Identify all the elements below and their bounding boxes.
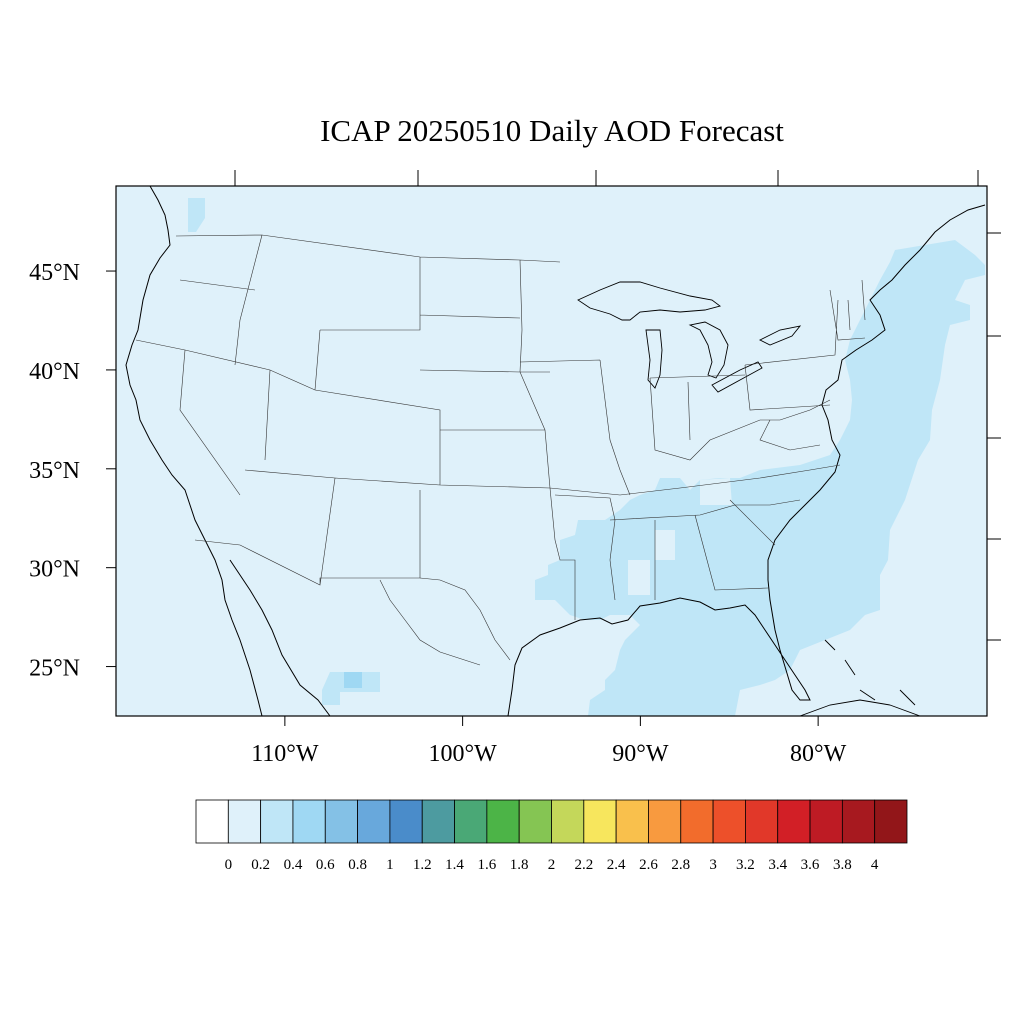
colorbar-swatch — [195, 799, 229, 844]
colorbar-label: 2.4 — [607, 857, 626, 873]
colorbar-swatch — [292, 799, 326, 844]
top-lon-ticks — [234, 170, 979, 186]
colorbar-label: 1.8 — [510, 857, 529, 873]
lon-tick-label: 90°W — [612, 741, 669, 767]
lat-tick-label: 35°N — [29, 458, 80, 484]
colorbar-swatch — [389, 799, 423, 844]
lat-tick-label: 45°N — [29, 260, 80, 286]
colorbar-swatch — [583, 799, 617, 844]
colorbar-label: 0.6 — [316, 857, 335, 873]
colorbar-swatch — [454, 799, 488, 844]
colorbar-label: 0.4 — [284, 857, 303, 873]
colorbar-label: 2.2 — [574, 857, 593, 873]
colorbar-label: 3.8 — [833, 857, 852, 873]
colorbar-label: 1.4 — [445, 857, 464, 873]
colorbar-label: 3 — [709, 857, 717, 873]
lat-tick-label: 40°N — [29, 359, 80, 385]
colorbar-label: 1.2 — [413, 857, 432, 873]
colorbar-label: 3.6 — [801, 857, 820, 873]
aod-region-hole-alabama — [655, 530, 675, 560]
map-plot: 110°W 100°W 90°W 80°W 45°N 40°N 35°N 30°N 25°N — [29, 170, 1001, 767]
right-lat-ticks — [987, 232, 1001, 641]
lon-tick-label: 110°W — [251, 741, 319, 767]
colorbar-swatch — [777, 799, 811, 844]
colorbar-label: 2.6 — [639, 857, 658, 873]
colorbar-swatch — [874, 799, 908, 844]
colorbar-swatch — [648, 799, 682, 844]
colorbar-swatch — [551, 799, 585, 844]
y-axis-latitude: 45°N 40°N 35°N 30°N 25°N — [29, 260, 116, 682]
aod-region-hole-mississippi — [628, 560, 650, 595]
colorbar-label: 2.8 — [671, 857, 690, 873]
great-lakes-outline — [577, 281, 802, 393]
colorbar-swatch — [712, 799, 746, 844]
aod-region-pacific-northwest — [188, 198, 205, 232]
colorbar-label: 3.2 — [736, 857, 755, 873]
colorbar-label: 1 — [386, 857, 394, 873]
colorbar-swatch — [745, 799, 779, 844]
colorbar-legend: 0 0.2 0.4 0.6 0.8 1 1.2 1.4 1.6 1.8 2 2.2 2.4 2.6 2.8 3… — [195, 799, 908, 873]
colorbar-swatch — [227, 799, 262, 844]
state-boundaries — [135, 234, 866, 620]
map-frame — [115, 185, 988, 717]
colorbar-label: 0.2 — [251, 857, 270, 873]
colorbar-label: 0 — [225, 857, 233, 873]
lat-tick-label: 25°N — [29, 656, 80, 682]
colorbar-swatch — [421, 799, 455, 844]
colorbar-label: 3.4 — [768, 857, 787, 873]
colorbar-swatch — [518, 799, 552, 844]
aod-region-northern-mexico-low — [322, 672, 380, 705]
colorbar-swatch — [357, 799, 391, 844]
colorbar-label: 0.8 — [348, 857, 367, 873]
aod-region-northern-mexico-high — [344, 672, 362, 688]
colorbar-swatch — [680, 799, 714, 844]
colorbar-swatch — [841, 799, 876, 844]
colorbar-swatch — [260, 799, 294, 844]
x-axis-longitude: 110°W 100°W 90°W 80°W — [251, 716, 847, 767]
colorbar-label: 1.6 — [477, 857, 496, 873]
colorbar-swatch — [615, 799, 649, 844]
aod-shading-layer — [125, 186, 986, 716]
mexico-boundaries — [379, 577, 511, 666]
chart-title: ICAP 20250510 Daily AOD Forecast — [320, 113, 784, 148]
colorbar-label: 2 — [548, 857, 556, 873]
colorbar-swatch — [324, 799, 358, 844]
lat-tick-label: 30°N — [29, 557, 80, 583]
coastline-outline — [125, 186, 986, 716]
lon-tick-label: 100°W — [428, 741, 497, 767]
lon-tick-label: 80°W — [790, 741, 847, 767]
colorbar-label: 4 — [871, 857, 879, 873]
colorbar-swatch — [486, 799, 520, 844]
caribbean-islands — [799, 639, 921, 716]
colorbar-swatch — [809, 799, 843, 844]
